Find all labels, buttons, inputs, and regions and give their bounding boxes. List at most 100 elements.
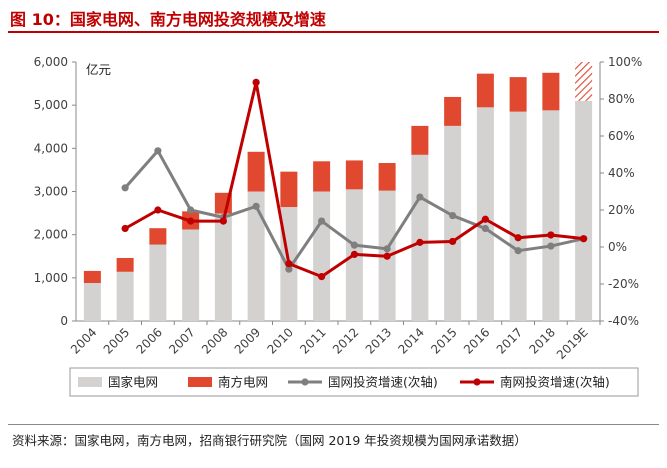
chart-title: 图 10：国家电网、南方电网投资规模及增速 bbox=[10, 10, 326, 29]
legend-state-growth-marker bbox=[301, 378, 309, 386]
south-grid-growth-point bbox=[481, 215, 489, 223]
state-grid-growth-point bbox=[514, 247, 522, 255]
bar-south-grid bbox=[116, 257, 134, 272]
bar-south-grid bbox=[444, 96, 462, 126]
state-grid-growth-point bbox=[187, 206, 195, 214]
x-tick-label: 2019E bbox=[554, 325, 591, 362]
y-tick-label: 4,000 bbox=[34, 141, 68, 155]
bar-south-grid bbox=[280, 171, 298, 208]
y-tick-label: 3,000 bbox=[34, 185, 68, 199]
bar-state-grid bbox=[313, 191, 331, 321]
y2-tick-label: 0% bbox=[608, 240, 627, 254]
bar-south-grid bbox=[575, 62, 593, 101]
bar-south-grid bbox=[149, 228, 167, 245]
x-tick-label: 2014 bbox=[395, 325, 426, 356]
bar-state-grid bbox=[214, 213, 232, 321]
state-grid-growth-point bbox=[318, 217, 326, 225]
y-tick-label: 1,000 bbox=[34, 271, 68, 285]
bar-south-grid bbox=[83, 270, 101, 284]
y2-tick-label: 80% bbox=[608, 92, 635, 106]
x-tick-label: 2007 bbox=[166, 325, 197, 356]
y2-tick-label: 20% bbox=[608, 203, 635, 217]
south-grid-growth-point bbox=[383, 252, 391, 260]
bar-south-grid bbox=[378, 163, 396, 191]
y-tick-label: 0 bbox=[60, 314, 68, 328]
y-tick-label: 2,000 bbox=[34, 228, 68, 242]
bar-state-grid bbox=[247, 191, 265, 321]
x-tick-label: 2013 bbox=[363, 325, 394, 356]
state-grid-growth-point bbox=[547, 242, 555, 250]
x-tick-label: 2015 bbox=[428, 325, 459, 356]
x-tick-label: 2004 bbox=[68, 325, 99, 356]
south-grid-growth-point bbox=[416, 238, 424, 246]
south-grid-growth-point bbox=[580, 235, 588, 243]
y2-tick-label: -40% bbox=[608, 314, 639, 328]
bar-state-grid bbox=[182, 229, 200, 321]
x-tick-label: 2010 bbox=[264, 325, 295, 356]
legend-box bbox=[69, 367, 639, 397]
y2-tick-label: -20% bbox=[608, 277, 639, 291]
x-tick-label: 2017 bbox=[494, 325, 525, 356]
bar-state-grid bbox=[444, 125, 462, 322]
state-grid-growth-point bbox=[481, 224, 489, 233]
y-axis-label: 亿元 bbox=[86, 62, 111, 77]
state-grid-growth-point bbox=[350, 241, 358, 249]
south-grid-growth-point bbox=[350, 250, 358, 258]
x-tick-label: 2009 bbox=[232, 325, 263, 356]
x-tick-label: 2006 bbox=[133, 325, 164, 356]
legend-south-growth-label: 南网投资增速(次轴) bbox=[500, 375, 610, 390]
bar-south-grid bbox=[247, 151, 265, 192]
south-grid-growth-point bbox=[154, 206, 162, 214]
source-note: 资料来源：国家电网，南方电网，招商银行研究院（国网 2019 年投资规模为国网承… bbox=[12, 433, 527, 448]
bar-south-grid bbox=[345, 160, 363, 190]
state-grid-growth-point bbox=[449, 211, 457, 220]
bar-state-grid bbox=[476, 107, 494, 321]
bar-south-grid bbox=[509, 77, 527, 112]
bar-state-grid bbox=[411, 154, 429, 321]
legend-state-grid-label: 国家电网 bbox=[108, 375, 158, 390]
state-grid-growth-point bbox=[121, 184, 129, 192]
legend-south-grid-swatch bbox=[188, 377, 212, 387]
bar-state-grid bbox=[116, 271, 134, 321]
bar-state-grid bbox=[83, 283, 101, 321]
south-grid-growth-point bbox=[252, 78, 260, 86]
south-grid-growth-point bbox=[514, 234, 522, 242]
state-grid-growth-point bbox=[383, 245, 391, 253]
legend-state-grid-swatch bbox=[78, 377, 102, 387]
bar-state-grid bbox=[149, 244, 167, 321]
legend-state-growth-label: 国网投资增速(次轴) bbox=[328, 375, 438, 390]
y-tick-label: 6,000 bbox=[34, 55, 68, 69]
y2-tick-label: 100% bbox=[608, 55, 642, 69]
source-rule bbox=[8, 424, 659, 425]
bar-state-grid bbox=[542, 110, 560, 321]
south-grid-growth-point bbox=[219, 217, 227, 225]
bar-south-grid bbox=[542, 72, 560, 111]
bar-state-grid bbox=[509, 111, 527, 322]
x-tick-label: 2012 bbox=[330, 325, 361, 356]
y2-tick-label: 40% bbox=[608, 166, 635, 180]
x-tick-label: 2008 bbox=[199, 325, 230, 356]
south-grid-growth-point bbox=[187, 217, 195, 225]
x-tick-label: 2005 bbox=[101, 325, 132, 356]
state-grid-growth-point bbox=[416, 193, 424, 201]
title-rule bbox=[8, 31, 659, 33]
state-grid-growth-point bbox=[252, 202, 260, 210]
bar-south-grid bbox=[313, 161, 331, 192]
south-grid-growth-point bbox=[547, 231, 555, 239]
south-grid-growth-point bbox=[285, 260, 293, 268]
x-tick-label: 2011 bbox=[297, 325, 328, 356]
bar-state-grid bbox=[575, 100, 593, 321]
legend-south-growth-marker bbox=[473, 378, 481, 386]
south-grid-growth-point bbox=[121, 224, 129, 233]
legend-south-grid-label: 南方电网 bbox=[218, 375, 268, 390]
x-tick-label: 2016 bbox=[461, 325, 492, 356]
y2-tick-label: 60% bbox=[608, 129, 635, 143]
south-grid-growth-point bbox=[449, 237, 457, 246]
chart: 0 1,000 2,000 3,000 4,000 5,000 6,000 -40% -20% 0… bbox=[34, 55, 642, 397]
south-grid-growth-point bbox=[318, 273, 326, 281]
state-grid-growth-point bbox=[285, 265, 293, 273]
state-grid-growth-point bbox=[154, 147, 162, 155]
bar-south-grid bbox=[411, 125, 429, 155]
y-tick-label: 5,000 bbox=[34, 98, 68, 112]
bar-south-grid bbox=[476, 73, 494, 108]
